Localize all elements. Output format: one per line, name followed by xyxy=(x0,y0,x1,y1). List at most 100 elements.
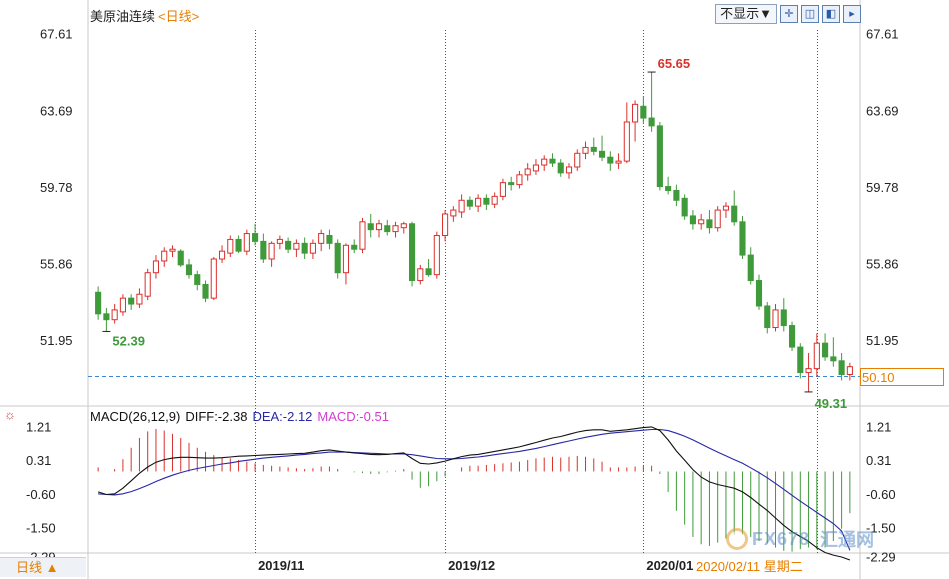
candle xyxy=(615,153,622,169)
candle-body xyxy=(375,223,383,231)
candle xyxy=(673,184,680,207)
candle xyxy=(665,176,672,195)
candle-body xyxy=(433,235,440,276)
candle xyxy=(235,235,242,254)
candle xyxy=(516,170,523,189)
macd-legend-diff: DIFF:-2.38 xyxy=(185,409,248,424)
price-tick-left-0: 67.61 xyxy=(40,27,73,42)
x-label-1: 2019/12 xyxy=(448,558,495,573)
period-link[interactable]: <日线> xyxy=(158,9,200,24)
next-icon[interactable]: ▸ xyxy=(843,5,861,23)
candle-body xyxy=(698,219,705,225)
candle-body xyxy=(739,221,746,256)
candle xyxy=(318,229,325,252)
price-tick-right-4: 51.95 xyxy=(866,333,899,348)
diff-line xyxy=(97,426,851,561)
candle xyxy=(359,217,366,254)
macd-tick-left-3: -1.50 xyxy=(26,520,56,535)
candle xyxy=(367,213,374,238)
candle-body xyxy=(400,223,407,229)
candle-body xyxy=(301,242,308,254)
candle-body xyxy=(111,309,118,321)
candle xyxy=(805,352,812,392)
chart-toolbar: 不显示▼ ✛ ◫ ◧ ▸ xyxy=(715,4,861,24)
candle-body xyxy=(615,160,622,164)
candle xyxy=(648,72,655,132)
candle-body xyxy=(797,346,804,374)
candle-body xyxy=(384,225,391,233)
candle xyxy=(822,333,829,361)
candle xyxy=(309,239,316,260)
candle-body xyxy=(185,264,193,276)
crosshair-icon[interactable]: ✛ xyxy=(780,5,798,23)
macd-tick-left-1: 0.31 xyxy=(26,453,51,468)
candle xyxy=(442,210,449,242)
candle xyxy=(351,239,358,254)
candle-body xyxy=(838,360,845,376)
candle-body xyxy=(491,195,498,205)
candle xyxy=(475,194,482,213)
candle xyxy=(532,159,540,175)
candle xyxy=(491,192,498,209)
candle xyxy=(731,190,738,226)
candle xyxy=(541,155,548,171)
candle-body xyxy=(309,242,316,254)
macd-legend-dea: DEA:-2.12 xyxy=(252,409,313,424)
candle-body xyxy=(830,356,837,362)
candle-body xyxy=(813,342,820,370)
period-button[interactable]: 日线 ▲ xyxy=(0,557,86,577)
candle xyxy=(334,239,341,279)
candle xyxy=(747,247,754,285)
candle xyxy=(772,304,779,332)
candle-body xyxy=(194,274,201,285)
macd-legend-name: MACD(26,12,9) xyxy=(90,409,181,424)
candle xyxy=(136,288,143,308)
candle-body xyxy=(598,150,606,158)
candle xyxy=(103,307,110,332)
candle-body xyxy=(689,215,696,225)
candle-body xyxy=(590,146,597,152)
high-label: 65.65 xyxy=(658,56,691,71)
candle xyxy=(764,302,771,334)
candle-body xyxy=(136,293,143,305)
candle-body xyxy=(351,244,358,250)
candle xyxy=(590,137,597,156)
candle-body xyxy=(128,297,135,305)
candle xyxy=(565,163,573,179)
candle xyxy=(623,102,630,164)
price-tick-left-4: 51.95 xyxy=(40,333,73,348)
candle xyxy=(466,196,473,211)
candle-body xyxy=(714,209,721,229)
candle xyxy=(499,178,506,201)
price-tick-right-1: 63.69 xyxy=(866,103,899,118)
candle-body xyxy=(367,223,374,231)
candle-body xyxy=(632,103,639,123)
candle-body xyxy=(293,242,300,250)
display-select[interactable]: 不显示▼ xyxy=(715,4,777,24)
candle xyxy=(293,239,300,258)
candle-body xyxy=(318,233,325,244)
indicator-settings-icon[interactable]: ☼ xyxy=(4,407,16,422)
candle xyxy=(813,333,820,377)
candle-body xyxy=(772,309,779,329)
candle xyxy=(681,194,688,220)
candle xyxy=(210,257,217,301)
candle-body xyxy=(342,244,350,274)
candle-body xyxy=(218,250,226,260)
candle xyxy=(152,255,160,279)
candle xyxy=(227,235,234,258)
candle-body xyxy=(408,223,416,282)
cursor-date: 2020/02/11 星期二 xyxy=(694,556,805,575)
candle-body xyxy=(243,233,250,252)
instrument-name: 美原油连续 xyxy=(90,9,156,24)
x-label-0: 2019/11 xyxy=(258,558,304,573)
candle xyxy=(598,135,606,162)
candle-body xyxy=(210,258,217,299)
zoom-out-icon[interactable]: ◧ xyxy=(822,5,840,23)
candle-body xyxy=(508,182,515,186)
candle-body xyxy=(144,272,151,297)
candle xyxy=(144,268,151,301)
zoom-in-icon[interactable]: ◫ xyxy=(801,5,819,23)
candle xyxy=(128,294,135,310)
